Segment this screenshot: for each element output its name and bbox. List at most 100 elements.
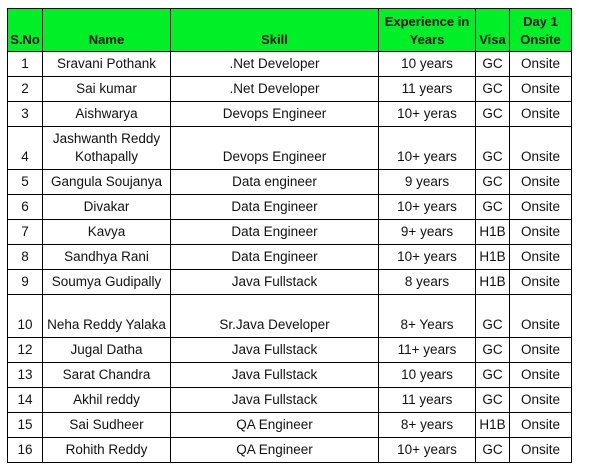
cell-visa: GC xyxy=(475,387,510,413)
header-name: Name xyxy=(42,8,171,52)
cell-visa: GC xyxy=(475,76,510,102)
cell-onsite: Onsite xyxy=(509,126,572,170)
cell-visa: GC xyxy=(475,362,510,388)
table-row: 7 Kavya Data Engineer 9+ years H1B Onsit… xyxy=(7,219,572,245)
cell-visa: GC xyxy=(475,51,510,77)
table-row: 10 Neha Reddy Yalaka Sr.Java Developer 8… xyxy=(7,294,572,338)
cell-skill: Data Engineer xyxy=(170,194,379,220)
cell-visa: GC xyxy=(475,169,510,195)
cell-experience: 8+ Years xyxy=(378,294,476,338)
table-row: 9 Soumya Gudipally Java Fullstack 8 year… xyxy=(7,269,572,295)
cell-sno: 16 xyxy=(7,437,43,463)
cell-skill: Sr.Java Developer xyxy=(170,294,379,338)
cell-visa: GC xyxy=(475,126,510,170)
cell-onsite: Onsite xyxy=(509,362,572,388)
cell-experience: 9+ years xyxy=(378,219,476,245)
table-row: 3 Aishwarya Devops Engineer 10+ yeras GC… xyxy=(7,101,572,127)
cell-name: Soumya Gudipally xyxy=(42,269,171,295)
cell-experience: 10+ years xyxy=(378,194,476,220)
cell-visa: GC xyxy=(475,437,510,463)
cell-visa: GC xyxy=(475,294,510,338)
cell-onsite: Onsite xyxy=(509,219,572,245)
cell-skill: .Net Developer xyxy=(170,51,379,77)
header-visa: Visa xyxy=(475,8,510,52)
cell-experience: 10+ years xyxy=(378,244,476,270)
table-row: 1 Sravani Pothank .Net Developer 10 year… xyxy=(7,51,572,77)
cell-skill: .Net Developer xyxy=(170,76,379,102)
header-skill: Skill xyxy=(170,8,379,52)
cell-onsite: Onsite xyxy=(509,244,572,270)
cell-experience: 10 years xyxy=(378,362,476,388)
table-row: 5 Gangula Soujanya Data engineer 9 years… xyxy=(7,169,572,195)
cell-name: Sai Sudheer xyxy=(42,412,171,438)
cell-experience: 11 years xyxy=(378,387,476,413)
candidates-table: S.No Name Skill Experience in Years Visa… xyxy=(7,8,572,463)
cell-name: Aishwarya xyxy=(42,101,171,127)
cell-visa: GC xyxy=(475,194,510,220)
cell-name: Neha Reddy Yalaka xyxy=(42,294,171,338)
cell-name: Sai kumar xyxy=(42,76,171,102)
cell-sno: 15 xyxy=(7,412,43,438)
cell-name: Sandhya Rani xyxy=(42,244,171,270)
cell-experience: 11+ years xyxy=(378,337,476,363)
table-row: 16 Rohith Reddy QA Engineer 10+ years GC… xyxy=(7,437,572,463)
cell-visa: GC xyxy=(475,337,510,363)
cell-skill: Devops Engineer xyxy=(170,101,379,127)
cell-name: Divakar xyxy=(42,194,171,220)
cell-onsite: Onsite xyxy=(509,51,572,77)
table-row: 2 Sai kumar .Net Developer 11 years GC O… xyxy=(7,76,572,102)
cell-skill: Java Fullstack xyxy=(170,269,379,295)
cell-skill: Java Fullstack xyxy=(170,387,379,413)
cell-sno: 4 xyxy=(7,126,43,170)
table-row: 12 Jugal Datha Java Fullstack 11+ years … xyxy=(7,337,572,363)
cell-name: Akhil reddy xyxy=(42,387,171,413)
cell-sno: 9 xyxy=(7,269,43,295)
cell-sno: 13 xyxy=(7,362,43,388)
cell-skill: QA Engineer xyxy=(170,437,379,463)
cell-skill: Java Fullstack xyxy=(170,337,379,363)
cell-onsite: Onsite xyxy=(509,101,572,127)
cell-sno: 7 xyxy=(7,219,43,245)
cell-sno: 10 xyxy=(7,294,43,338)
cell-sno: 2 xyxy=(7,76,43,102)
cell-onsite: Onsite xyxy=(509,337,572,363)
cell-visa: GC xyxy=(475,101,510,127)
cell-sno: 6 xyxy=(7,194,43,220)
cell-sno: 8 xyxy=(7,244,43,270)
cell-name: Jugal Datha xyxy=(42,337,171,363)
cell-experience: 11 years xyxy=(378,76,476,102)
cell-onsite: Onsite xyxy=(509,437,572,463)
cell-experience: 10+ years xyxy=(378,126,476,170)
cell-onsite: Onsite xyxy=(509,169,572,195)
cell-name: Kavya xyxy=(42,219,171,245)
cell-onsite: Onsite xyxy=(509,387,572,413)
header-sno: S.No xyxy=(7,8,43,52)
table-row: 15 Sai Sudheer QA Engineer 8+ years H1B … xyxy=(7,412,572,438)
header-experience: Experience in Years xyxy=(378,8,476,52)
table-row: 4 Jashwanth Reddy Kothapally Devops Engi… xyxy=(7,126,572,170)
cell-name: Gangula Soujanya xyxy=(42,169,171,195)
cell-skill: QA Engineer xyxy=(170,412,379,438)
cell-visa: H1B xyxy=(475,412,510,438)
cell-onsite: Onsite xyxy=(509,294,572,338)
cell-name: Rohith Reddy xyxy=(42,437,171,463)
cell-experience: 8 years xyxy=(378,269,476,295)
cell-skill: Java Fullstack xyxy=(170,362,379,388)
cell-experience: 10 years xyxy=(378,51,476,77)
cell-visa: H1B xyxy=(475,244,510,270)
cell-onsite: Onsite xyxy=(509,76,572,102)
cell-visa: H1B xyxy=(475,219,510,245)
cell-onsite: Onsite xyxy=(509,412,572,438)
cell-name: Jashwanth Reddy Kothapally xyxy=(42,126,171,170)
cell-experience: 10+ yeras xyxy=(378,101,476,127)
cell-visa: H1B xyxy=(475,269,510,295)
header-onsite: Day 1 Onsite xyxy=(509,8,572,52)
table-row: 8 Sandhya Rani Data Engineer 10+ years H… xyxy=(7,244,572,270)
cell-skill: Data engineer xyxy=(170,169,379,195)
cell-onsite: Onsite xyxy=(509,269,572,295)
cell-sno: 3 xyxy=(7,101,43,127)
cell-experience: 9 years xyxy=(378,169,476,195)
cell-sno: 14 xyxy=(7,387,43,413)
cell-experience: 10+ years xyxy=(378,437,476,463)
cell-name: Sarat Chandra xyxy=(42,362,171,388)
